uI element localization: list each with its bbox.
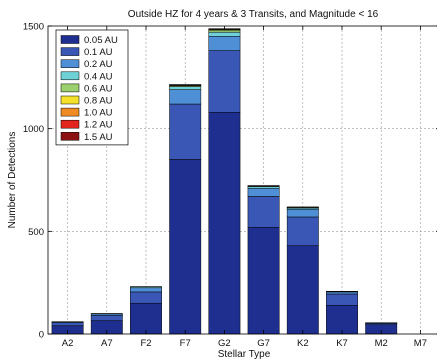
bar-segment-k7-0-2-au: [326, 291, 358, 295]
bar-segment-f2-0-2-au: [130, 287, 162, 293]
x-tick-label-f2: F2: [140, 338, 151, 349]
legend-entry-label: 1.2 AU: [84, 120, 113, 131]
legend-swatch: [60, 47, 80, 56]
bar-segment-k2-0-2-au: [286, 208, 319, 218]
bar-segment-a2-0-1-au: [51, 322, 84, 327]
legend-entry-label: 0.6 AU: [84, 83, 113, 94]
x-tick-label-m2: M2: [375, 338, 388, 349]
legend-entry-label: 0.2 AU: [84, 59, 113, 70]
bars: [51, 28, 398, 335]
legend-swatch: [60, 95, 80, 105]
x-tick-label-k7: K7: [336, 338, 348, 349]
bar-segment-g2-0-1-au: [208, 50, 241, 113]
bar-segment-g7-0-1-au: [247, 196, 280, 228]
x-axis-label: Stellar Type: [218, 349, 271, 359]
x-tick-label-a2: A2: [62, 338, 74, 349]
bar-segment-k2-0-05-au: [286, 245, 319, 335]
bar-segment-a7-0-1-au: [90, 315, 123, 321]
bar-segment-g2-0-6-au: [208, 29, 241, 33]
y-tick-label: 500: [28, 227, 44, 238]
legend-swatch: [60, 119, 80, 129]
chart-title: Outside HZ for 4 years & 3 Transits, and…: [128, 9, 379, 20]
y-axis-label: Number of Detections: [7, 132, 18, 229]
axis-ticks: 0 500 1000 1500 A2 A7 F2 F7 G2 G7 K2 K7 M2 M7: [23, 22, 437, 349]
legend-swatch: [60, 83, 80, 93]
legend-entry-label: 0.05 AU: [84, 35, 118, 46]
bar-segment-f7-0-05-au: [169, 159, 202, 335]
bar-segment-g7-0-2-au: [247, 187, 280, 197]
x-tick-label-m7: M7: [414, 338, 427, 349]
legend-swatch: [60, 132, 80, 141]
x-tick-label-g7: G7: [257, 338, 270, 349]
y-tick-label: 1500: [23, 22, 44, 33]
bar-segment-f7-0-2-au: [169, 89, 202, 105]
legend: 0.05 AU0.1 AU0.2 AU0.4 AU0.6 AU 0.8 AU1.0…: [55, 29, 129, 146]
x-tick-label-a7: A7: [101, 338, 113, 349]
bar-segment-f7-0-1-au: [169, 103, 202, 160]
legend-swatch: [60, 35, 80, 44]
x-tick-label-k2: K2: [297, 338, 309, 349]
x-tick-label-f7: F7: [180, 338, 191, 349]
legend-entry-label: 1.0 AU: [84, 108, 113, 119]
bar-segment-g7-0-05-au: [247, 226, 280, 335]
bar-segment-g2-0-4-au: [208, 31, 241, 37]
bar-segment-g2-0-2-au: [208, 36, 241, 51]
bar-segment-k7-0-05-au: [326, 305, 358, 335]
y-tick-label: 0: [39, 330, 44, 341]
bar-segment-k2-0-1-au: [286, 216, 319, 246]
bar-segment-f2-0-1-au: [130, 291, 162, 304]
x-tick-label-g2: G2: [218, 338, 231, 349]
legend-entry-label: 0.1 AU: [84, 47, 113, 58]
bar-segment-f2-0-05-au: [130, 302, 162, 335]
bar-segment-k7-0-1-au: [326, 293, 358, 306]
legend-swatch: [60, 107, 80, 117]
legend-entry-label: 0.4 AU: [84, 71, 113, 82]
legend-swatch: [60, 71, 80, 81]
legend-entry-label: 1.5 AU: [84, 132, 113, 143]
legend-swatch: [60, 59, 80, 68]
y-tick-label: 1000: [23, 124, 44, 135]
bar-segment-g2-0-05-au: [208, 111, 241, 335]
legend-entry-label: 0.8 AU: [84, 96, 113, 107]
bar-segment-f7-0-4-au: [169, 86, 202, 90]
plot-frame: [47, 25, 437, 335]
